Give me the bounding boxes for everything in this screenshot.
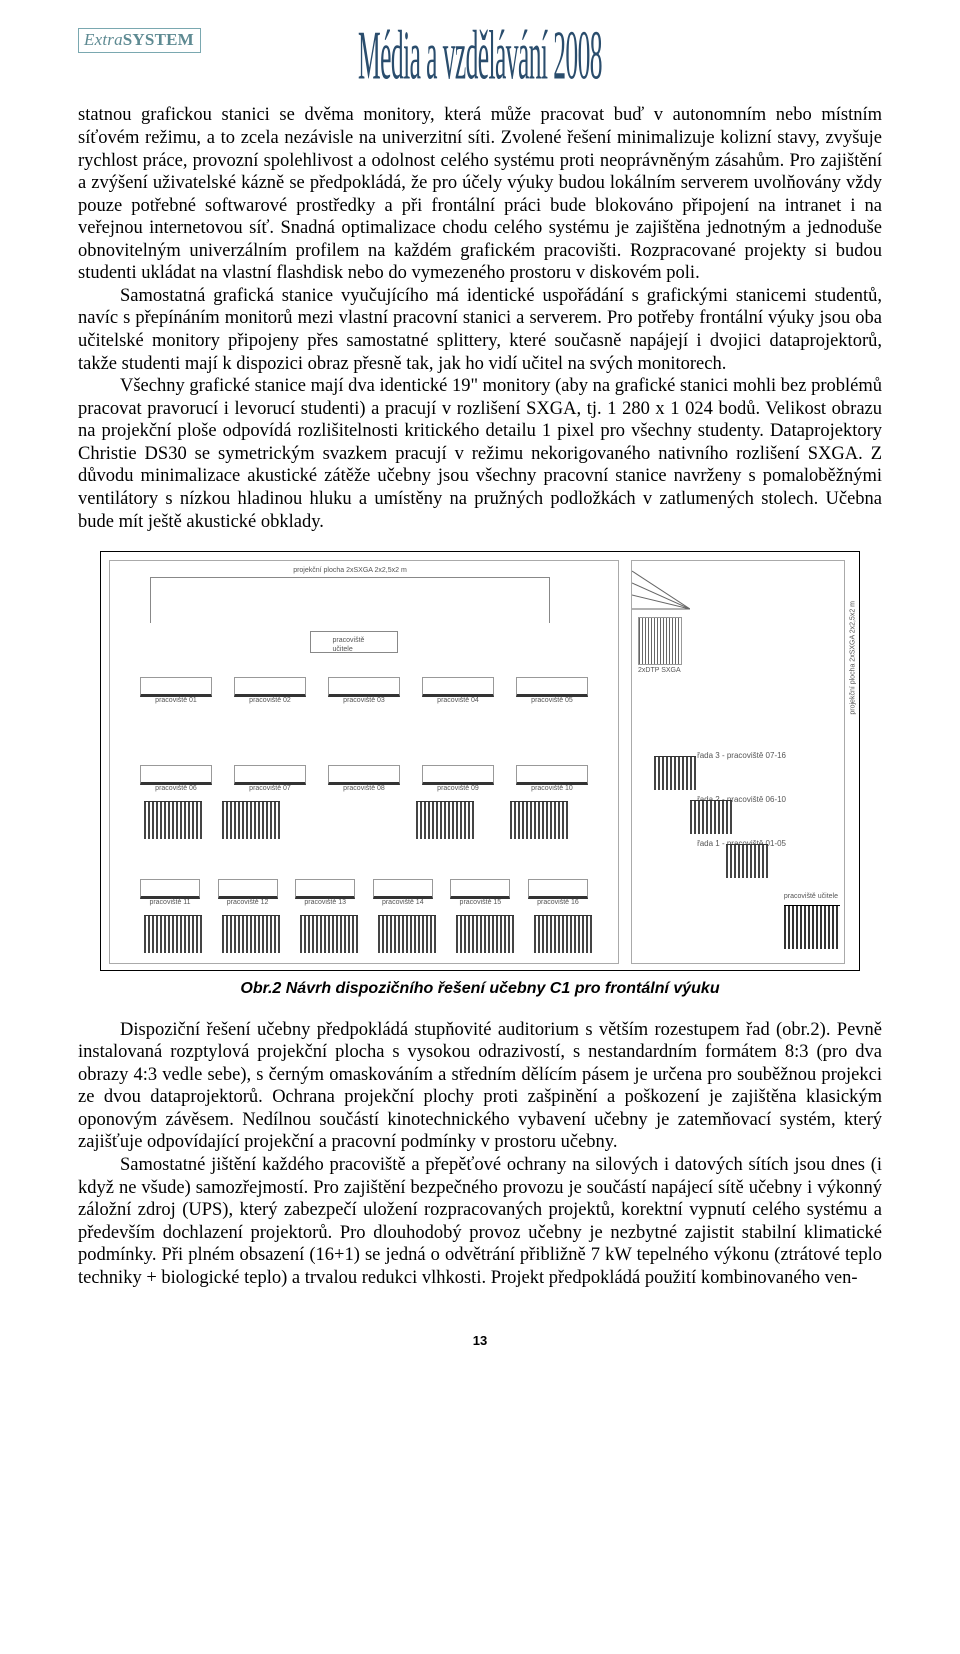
row-2: pracoviště 06 pracoviště 07 pracoviště 0… — [140, 765, 588, 785]
ws-09: pracoviště 09 — [422, 765, 494, 785]
shelf-a — [144, 801, 202, 839]
shelf-d — [510, 801, 568, 839]
side-row-2 — [690, 800, 732, 834]
shelf-e — [144, 915, 202, 953]
teacher-shelf-label: pracoviště učitele — [784, 893, 838, 902]
logo-part1: Extra — [84, 30, 123, 49]
teacher-shelf — [784, 905, 840, 949]
projection-screen: projekční plocha 2xSXGA 2x2,5x2 m — [150, 577, 550, 623]
paragraph-5: Samostatné jištění každého pracoviště a … — [78, 1154, 882, 1289]
screen-label: projekční plocha 2xSXGA 2x2,5x2 m — [293, 567, 407, 576]
projector-beam-icon — [632, 565, 690, 615]
paragraph-2: Samostatná grafická stanice vyučujícího … — [78, 285, 882, 375]
shelf-g — [300, 915, 358, 953]
ws-12: pracoviště 12 — [218, 879, 278, 899]
ws-04: pracoviště 04 — [422, 677, 494, 697]
diagram-plan-view: projekční plocha 2xSXGA 2x2,5x2 m pracov… — [109, 560, 619, 964]
ws-06: pracoviště 06 — [140, 765, 212, 785]
header-logo: ExtraSYSTEM — [78, 28, 201, 53]
side-row-1 — [726, 844, 768, 878]
ws-01: pracoviště 01 — [140, 677, 212, 697]
page-header-title: Média a vzdělávání 2008 — [247, 13, 713, 99]
ws-14: pracoviště 14 — [373, 879, 433, 899]
teacher-label: pracoviště učitele — [333, 637, 376, 654]
dtp-label: 2xDTP SXGA — [638, 667, 681, 676]
figure-caption: Obr.2 Návrh dispozičního řešení učebny C… — [78, 979, 882, 999]
ws-05: pracoviště 05 — [516, 677, 588, 697]
dtp-projector — [638, 617, 682, 665]
side-row-3 — [654, 756, 696, 790]
shelf-h — [378, 915, 436, 953]
paragraph-1: statnou grafickou stanici se dvěma monit… — [78, 104, 882, 285]
ws-13: pracoviště 13 — [295, 879, 355, 899]
row-1: pracoviště 01 pracoviště 02 pracoviště 0… — [140, 677, 588, 697]
ws-02: pracoviště 02 — [234, 677, 306, 697]
ws-07: pracoviště 07 — [234, 765, 306, 785]
figure-classroom-layout: projekční plocha 2xSXGA 2x2,5x2 m pracov… — [100, 551, 860, 971]
shelf-f — [222, 915, 280, 953]
teacher-workstation: pracoviště učitele — [310, 631, 398, 653]
shelf-b — [222, 801, 280, 839]
diagram-side-view: 2xDTP SXGA řada 3 - pracoviště 07-16 řad… — [631, 560, 845, 964]
ws-03: pracoviště 03 — [328, 677, 400, 697]
ws-16: pracoviště 16 — [528, 879, 588, 899]
page-number: 13 — [78, 1333, 882, 1349]
ws-10: pracoviště 10 — [516, 765, 588, 785]
ws-11: pracoviště 11 — [140, 879, 200, 899]
ws-15: pracoviště 15 — [450, 879, 510, 899]
paragraph-4: Dispoziční řešení učebny předpokládá stu… — [78, 1019, 882, 1154]
paragraph-3: Všechny grafické stanice mají dva identi… — [78, 375, 882, 533]
row-3: pracoviště 11 pracoviště 12 pracoviště 1… — [140, 879, 588, 899]
logo-part2: SYSTEM — [123, 30, 194, 49]
shelf-i — [456, 915, 514, 953]
shelf-c — [416, 801, 474, 839]
side-screen-label: projekční plocha 2xSXGA 2x2,5x2 m — [850, 601, 859, 715]
ws-08: pracoviště 08 — [328, 765, 400, 785]
rada-3-label: řada 3 - pracoviště 07-16 — [697, 751, 786, 761]
shelf-j — [534, 915, 592, 953]
